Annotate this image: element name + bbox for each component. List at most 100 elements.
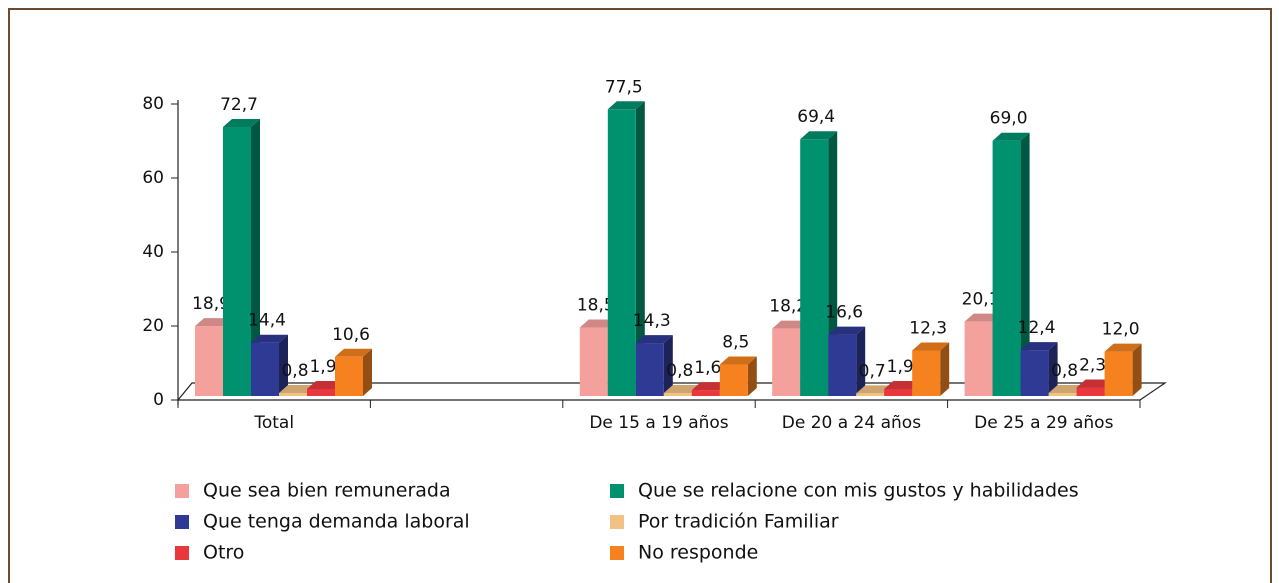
bar xyxy=(1048,393,1077,396)
bar xyxy=(1104,351,1133,396)
bar-side xyxy=(940,342,950,396)
frame xyxy=(8,8,1272,583)
bar xyxy=(719,364,748,396)
bar xyxy=(335,356,363,396)
x-tick-label: De 20 a 24 años xyxy=(782,413,921,433)
bar xyxy=(663,393,692,396)
bar xyxy=(992,140,1021,396)
y-tick-label: 40 xyxy=(142,242,164,262)
bar-top xyxy=(579,319,617,328)
bar xyxy=(223,127,251,396)
y-tick-label: 20 xyxy=(142,316,164,336)
bar xyxy=(912,350,941,396)
value-label: 18,9 xyxy=(192,294,230,314)
legend-swatch xyxy=(175,515,189,529)
bar xyxy=(251,342,279,396)
bar-top xyxy=(1048,385,1086,394)
bar xyxy=(579,327,608,396)
legend-label: Otro xyxy=(203,542,244,564)
x-tick-label: De 15 a 19 años xyxy=(589,413,728,433)
bar-top xyxy=(1076,379,1114,388)
legend-swatch xyxy=(610,484,624,498)
bar-side xyxy=(663,335,673,396)
value-label: 16,6 xyxy=(825,303,863,323)
bar-side xyxy=(1020,132,1030,396)
bar-top xyxy=(607,101,645,110)
bar-side xyxy=(279,334,288,396)
legend-swatch xyxy=(175,546,189,560)
legend-swatch xyxy=(175,484,189,498)
bar xyxy=(195,326,223,396)
legend-swatch xyxy=(610,515,624,529)
bar-top xyxy=(251,334,288,343)
x-tick-label: De 25 a 29 años xyxy=(974,413,1113,433)
bar-top xyxy=(992,132,1030,141)
bar-side xyxy=(747,356,757,396)
bar xyxy=(1076,387,1105,396)
value-label: 8,5 xyxy=(722,333,749,353)
value-label: 0,8 xyxy=(1051,361,1078,381)
bar-top xyxy=(335,348,372,357)
bar-side xyxy=(251,119,260,396)
bar xyxy=(884,388,913,396)
bar-top xyxy=(663,385,701,394)
value-label: 0,7 xyxy=(859,361,886,381)
bar xyxy=(772,328,801,396)
bar xyxy=(800,139,829,396)
legend-label: Que sea bien remunerada xyxy=(203,480,451,502)
bar-side xyxy=(1132,343,1142,396)
bar-top xyxy=(964,313,1002,322)
value-label: 69,0 xyxy=(990,109,1028,129)
value-label: 18,2 xyxy=(769,297,807,317)
value-label: 72,7 xyxy=(220,95,258,115)
value-label: 10,6 xyxy=(332,325,370,345)
bar xyxy=(828,334,857,396)
value-label: 14,4 xyxy=(248,311,286,331)
value-label: 18,5 xyxy=(577,296,615,316)
value-label: 77,5 xyxy=(605,77,643,97)
bar-top xyxy=(691,382,729,391)
y-tick-label: 80 xyxy=(142,94,164,114)
bar-top xyxy=(719,356,757,365)
bar-top xyxy=(912,342,950,351)
x-tick-label: Total xyxy=(253,413,294,433)
legend-swatch xyxy=(610,546,624,560)
bar xyxy=(607,109,636,396)
bar xyxy=(279,393,307,396)
value-label: 12,4 xyxy=(1018,318,1056,338)
bar-top xyxy=(1020,342,1058,351)
bar-top xyxy=(279,385,316,394)
legend-label: Que tenga demanda laboral xyxy=(203,511,470,533)
value-label: 1,6 xyxy=(694,358,721,378)
bar-top xyxy=(195,318,232,327)
bar-side xyxy=(635,101,645,396)
value-label: 0,8 xyxy=(281,361,308,381)
legend-label: Por tradición Familiar xyxy=(638,511,839,533)
value-label: 14,3 xyxy=(633,311,671,331)
bar xyxy=(307,388,335,396)
bar xyxy=(856,393,885,396)
legend-label: Que se relacione con mis gustos y habili… xyxy=(638,480,1079,502)
bar-top xyxy=(856,385,894,394)
bar-side xyxy=(1048,342,1058,396)
value-label: 1,9 xyxy=(887,357,914,377)
bar-top xyxy=(800,131,838,140)
bar-top xyxy=(307,380,344,389)
bar xyxy=(964,321,993,396)
value-label: 12,0 xyxy=(1102,320,1140,340)
value-label: 20,1 xyxy=(962,290,1000,310)
bar xyxy=(691,390,720,396)
y-tick-label: 60 xyxy=(142,168,164,188)
value-label: 2,3 xyxy=(1079,355,1106,375)
bar-top xyxy=(635,335,673,344)
value-label: 1,9 xyxy=(309,357,336,377)
bar-top xyxy=(772,320,810,329)
bar-side xyxy=(856,326,866,396)
y-tick-label: 0 xyxy=(153,390,164,410)
bar-top xyxy=(884,380,922,389)
bar-side xyxy=(363,348,372,396)
bar-top xyxy=(223,119,260,128)
value-label: 12,3 xyxy=(909,318,947,338)
value-label: 0,8 xyxy=(666,361,693,381)
bar xyxy=(635,343,664,396)
